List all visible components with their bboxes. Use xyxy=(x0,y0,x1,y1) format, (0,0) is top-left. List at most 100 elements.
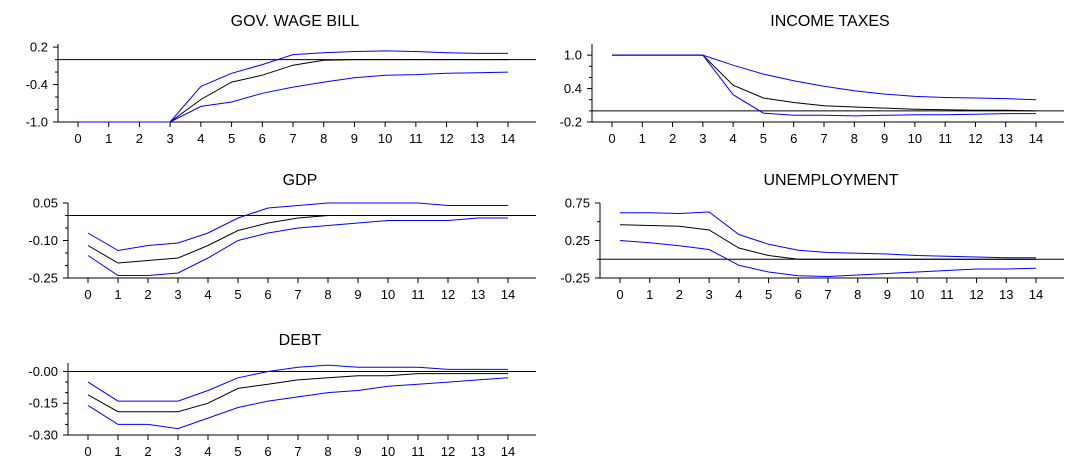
x-tick-label: 11 xyxy=(940,287,954,302)
x-tick-label: 2 xyxy=(144,444,151,459)
y-tick-label: 0.05 xyxy=(33,196,58,211)
x-tick-label: 0 xyxy=(74,131,81,146)
y-tick-label: -0.00 xyxy=(28,364,58,379)
y-tick-label: -0.25 xyxy=(28,271,58,286)
y-tick-label: -0.15 xyxy=(28,396,58,411)
x-tick-label: 14 xyxy=(1029,131,1043,146)
series-line-0 xyxy=(87,202,508,252)
x-tick-label: 8 xyxy=(320,131,327,146)
x-tick-label: 3 xyxy=(706,287,713,302)
y-tick-label: 1.0 xyxy=(564,48,582,63)
series-line-1 xyxy=(619,224,1036,260)
x-tick-label: 8 xyxy=(324,287,331,302)
x-tick-label: 1 xyxy=(646,287,653,302)
x-tick-label: 5 xyxy=(760,131,767,146)
y-tick-label: 0.4 xyxy=(564,81,582,96)
x-tick-label: 10 xyxy=(908,131,922,146)
series-line-2 xyxy=(87,217,508,276)
series-line-1 xyxy=(78,59,508,123)
y-tick-label: -0.2 xyxy=(560,115,582,130)
x-tick-label: 7 xyxy=(294,287,301,302)
x-tick-label: 11 xyxy=(938,131,952,146)
y-tick-label: 0.2 xyxy=(30,40,48,55)
x-tick-label: 10 xyxy=(910,287,924,302)
x-tick-label: 3 xyxy=(174,287,181,302)
x-tick-label: 7 xyxy=(820,131,827,146)
y-tick-label: -1.0 xyxy=(26,115,48,130)
series-line-0 xyxy=(87,364,508,402)
x-tick-label: 13 xyxy=(999,287,1013,302)
chart-title: UNEMPLOYMENT xyxy=(763,172,898,189)
x-tick-label: 5 xyxy=(228,131,235,146)
x-tick-label: 1 xyxy=(639,131,646,146)
x-tick-label: 7 xyxy=(294,444,301,459)
series-line-2 xyxy=(612,54,1036,117)
x-tick-label: 6 xyxy=(795,287,802,302)
x-tick-label: 6 xyxy=(264,444,271,459)
x-tick-label: 4 xyxy=(204,444,211,459)
chart-title: DEBT xyxy=(279,332,322,349)
x-tick-label: 13 xyxy=(470,131,484,146)
x-tick-label: 8 xyxy=(324,444,331,459)
y-tick-label: 0.75 xyxy=(565,196,590,211)
y-tick-label: -0.10 xyxy=(28,233,58,248)
series-line-2 xyxy=(87,377,509,430)
x-tick-label: 0 xyxy=(84,444,91,459)
series-line-0 xyxy=(620,211,1036,259)
x-tick-label: 3 xyxy=(174,444,181,459)
x-tick-label: 5 xyxy=(765,287,772,302)
x-tick-label: 0 xyxy=(608,131,615,146)
x-tick-label: 2 xyxy=(144,287,151,302)
x-tick-label: 0 xyxy=(84,287,91,302)
x-tick-label: 10 xyxy=(381,287,395,302)
x-tick-label: 12 xyxy=(441,287,455,302)
x-tick-label: 10 xyxy=(381,444,395,459)
x-tick-label: 7 xyxy=(289,131,296,146)
x-tick-label: 14 xyxy=(1029,287,1043,302)
x-tick-label: 12 xyxy=(441,444,455,459)
x-tick-label: 2 xyxy=(136,131,143,146)
x-tick-label: 3 xyxy=(699,131,706,146)
x-tick-label: 10 xyxy=(378,131,392,146)
y-tick-label: -0.30 xyxy=(28,428,58,443)
x-tick-label: 6 xyxy=(259,131,266,146)
x-tick-label: 1 xyxy=(105,131,112,146)
x-tick-label: 2 xyxy=(669,131,676,146)
series-line-2 xyxy=(78,71,509,123)
x-tick-label: 3 xyxy=(167,131,174,146)
x-tick-label: 4 xyxy=(730,131,737,146)
series-line-2 xyxy=(619,240,1037,278)
chart-panel-4: DEBT-0.00-0.15-0.300 1 2 3 4 5 6 7 8 9 10 11 12 13 14 xyxy=(28,332,536,459)
x-tick-label: 12 xyxy=(968,131,982,146)
x-tick-label: 14 xyxy=(501,287,515,302)
x-tick-label: 0 xyxy=(616,287,623,302)
x-tick-label: 14 xyxy=(501,444,515,459)
x-tick-label: 9 xyxy=(881,131,888,146)
x-tick-label: 4 xyxy=(204,287,211,302)
chart-title: GOV. WAGE BILL xyxy=(231,13,360,30)
x-tick-label: 12 xyxy=(439,131,453,146)
series-line-0 xyxy=(78,50,508,123)
series-line-1 xyxy=(612,54,1037,112)
x-tick-label: 11 xyxy=(409,131,423,146)
x-tick-label: 6 xyxy=(264,287,271,302)
x-tick-label: 2 xyxy=(676,287,683,302)
x-tick-label: 9 xyxy=(351,131,358,146)
x-tick-label: 13 xyxy=(998,131,1012,146)
x-tick-label: 14 xyxy=(501,131,515,146)
x-tick-label: 1 xyxy=(114,444,121,459)
x-tick-label: 4 xyxy=(197,131,204,146)
y-tick-label: 0.25 xyxy=(565,233,590,248)
x-tick-label: 8 xyxy=(854,287,861,302)
x-tick-label: 9 xyxy=(884,287,891,302)
x-tick-label: 5 xyxy=(234,287,241,302)
series-line-0 xyxy=(612,54,1037,101)
x-tick-label: 6 xyxy=(790,131,797,146)
x-tick-label: 4 xyxy=(735,287,742,302)
chart-title: GDP xyxy=(283,172,318,189)
x-tick-label: 9 xyxy=(354,444,361,459)
